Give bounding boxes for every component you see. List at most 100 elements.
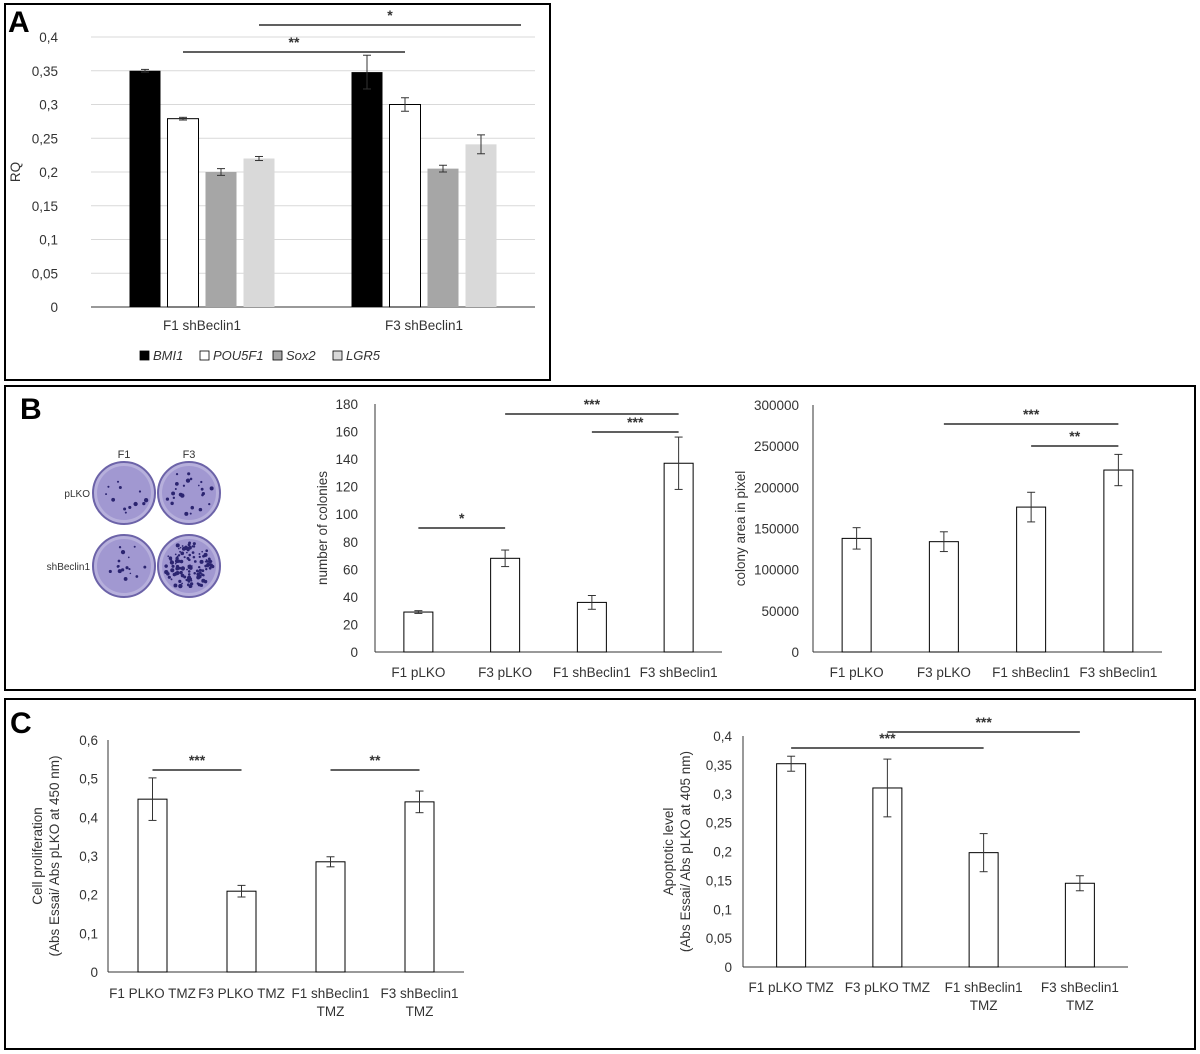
chart-b-colonies-bar bbox=[403, 611, 434, 653]
colony-dot bbox=[133, 545, 136, 548]
chart-b-area-category-label: F1 shBeclin1 bbox=[992, 665, 1070, 680]
chart-b-area-bar bbox=[1103, 469, 1134, 653]
colony-dot bbox=[166, 571, 170, 576]
colony-plates: F1 F3 pLKO shBeclin1 bbox=[47, 449, 221, 598]
chart-c-proliferation-ytick-label: 0,1 bbox=[79, 926, 98, 941]
colony-dot bbox=[208, 502, 211, 506]
culture-plate-agar bbox=[162, 466, 216, 520]
colony-dot bbox=[118, 546, 122, 549]
colony-dot bbox=[210, 560, 213, 563]
colony-dot bbox=[200, 487, 204, 491]
colony-dot bbox=[188, 564, 192, 567]
colony-dot bbox=[190, 505, 195, 510]
colony-dot bbox=[123, 577, 128, 581]
colony-dot bbox=[198, 568, 202, 572]
chart-c-proliferation-significance-label: ** bbox=[370, 752, 381, 768]
colony-dot bbox=[185, 478, 191, 483]
colony-dot bbox=[200, 480, 203, 484]
chart-c-proliferation-significance-label: *** bbox=[189, 752, 206, 768]
chart-c-apoptosis-ytick-label: 0,3 bbox=[713, 787, 732, 802]
colony-dot bbox=[189, 512, 192, 515]
chart-c-apoptosis-category-label: TMZ bbox=[970, 998, 998, 1013]
colony-dot bbox=[174, 562, 177, 565]
chart-c-apoptosis-significance-label: *** bbox=[975, 714, 992, 730]
chart-c-proliferation-category-label: TMZ bbox=[317, 1004, 345, 1019]
plate-row-label: pLKO bbox=[64, 489, 90, 500]
chart-b-area-ytick-label: 150000 bbox=[754, 522, 799, 537]
colony-dot bbox=[187, 558, 191, 562]
colony-dot bbox=[188, 584, 192, 589]
chart-a-legend-label: BMI1 bbox=[153, 348, 183, 363]
chart-a-ytick-label: 0,25 bbox=[32, 131, 58, 146]
colony-dot bbox=[198, 555, 201, 559]
chart-b-colonies-bar bbox=[576, 601, 607, 653]
colony-dot bbox=[170, 578, 173, 581]
colony-dot bbox=[105, 493, 108, 496]
chart-b-area-bar bbox=[928, 541, 959, 653]
chart-c-apoptosis-category-label: F1 shBeclin1 bbox=[945, 980, 1023, 995]
colony-dot bbox=[165, 497, 170, 501]
chart-b-area: 0 50000 100000 150000 200000 250000 300000 colo… bbox=[733, 398, 1162, 680]
colony-dot bbox=[191, 545, 194, 548]
chart-a-significance-label: ** bbox=[289, 34, 300, 50]
colony-dot bbox=[108, 569, 112, 574]
chart-a-bar bbox=[351, 72, 383, 307]
chart-b-colonies-ytick-label: 160 bbox=[335, 425, 358, 440]
colony-dot bbox=[196, 574, 200, 578]
chart-c-apoptosis-ylabel: (Abs Essai/ Abs pLKO at 405 nm) bbox=[678, 751, 693, 952]
chart-b-area-bar bbox=[1016, 506, 1047, 653]
chart-a-ytick-label: 0,05 bbox=[32, 266, 58, 281]
colony-dot bbox=[188, 541, 191, 545]
colony-dot bbox=[186, 577, 192, 582]
chart-c-proliferation-ytick-label: 0,2 bbox=[79, 888, 98, 903]
colony-dot bbox=[192, 555, 196, 559]
colony-dot bbox=[111, 497, 116, 502]
colony-dot bbox=[125, 566, 129, 570]
chart-c-proliferation-category-label: F1 PLKO TMZ bbox=[109, 986, 196, 1001]
colony-dot bbox=[209, 486, 214, 491]
chart-b-colonies-ytick-label: 180 bbox=[335, 397, 358, 412]
plate-column-label: F3 bbox=[183, 449, 196, 461]
chart-b-area-bar bbox=[841, 537, 872, 653]
colony-dot bbox=[193, 560, 197, 563]
colony-dot bbox=[138, 490, 142, 493]
colony-dot bbox=[201, 578, 206, 583]
chart-b-colonies-significance-label: *** bbox=[584, 396, 601, 412]
chart-a-bar bbox=[465, 144, 497, 307]
colony-dot bbox=[186, 551, 188, 554]
colony-dot bbox=[174, 487, 177, 490]
chart-c-proliferation-ylabel: Cell proliferation bbox=[30, 807, 45, 905]
chart-b-area-ytick-label: 250000 bbox=[754, 439, 799, 454]
colony-dot bbox=[127, 556, 130, 559]
chart-a-ytick-label: 0,2 bbox=[39, 165, 58, 180]
colony-dot bbox=[164, 564, 168, 568]
chart-c-apoptosis-bar bbox=[1064, 882, 1095, 968]
chart-b-area-category-label: F3 shBeclin1 bbox=[1079, 665, 1157, 680]
chart-c-apoptosis-ytick-label: 0 bbox=[724, 960, 732, 975]
colony-dot bbox=[204, 564, 208, 568]
chart-b-colonies-ytick-label: 140 bbox=[335, 452, 358, 467]
colony-dot bbox=[193, 571, 196, 575]
colony-dot bbox=[123, 507, 127, 511]
chart-a-bar bbox=[427, 168, 459, 307]
colony-dot bbox=[173, 583, 178, 588]
colony-dot bbox=[177, 554, 181, 557]
chart-c-apoptosis-ytick-label: 0,25 bbox=[706, 816, 732, 831]
colony-dot bbox=[197, 565, 201, 569]
colony-dot bbox=[201, 550, 203, 553]
culture-plate-agar bbox=[97, 539, 151, 593]
colony-dot bbox=[189, 582, 194, 586]
chart-a-legend-label: LGR5 bbox=[346, 348, 381, 363]
chart-b-colonies-ytick-label: 60 bbox=[343, 562, 358, 577]
chart-c-apoptosis: 0 0,05 0,1 0,15 0,2 0,25 0,3 0,35 0,4 Apoptotic l… bbox=[661, 714, 1128, 1013]
chart-c-apoptosis-significance-label: *** bbox=[879, 730, 896, 746]
chart-b-colonies-ytick-label: 100 bbox=[335, 507, 358, 522]
colony-dot bbox=[188, 553, 191, 557]
chart-c-proliferation-bar bbox=[315, 861, 346, 973]
plate-column-label: F1 bbox=[118, 449, 131, 461]
chart-b-area-significance-label: *** bbox=[1023, 406, 1040, 422]
chart-b-colonies-significance-label: * bbox=[459, 510, 465, 526]
chart-a: 0 0,05 0,1 0,15 0,2 0,25 0,3 0,35 0,4 RQ F1 shBecl… bbox=[8, 7, 535, 363]
colony-dot bbox=[202, 574, 204, 577]
